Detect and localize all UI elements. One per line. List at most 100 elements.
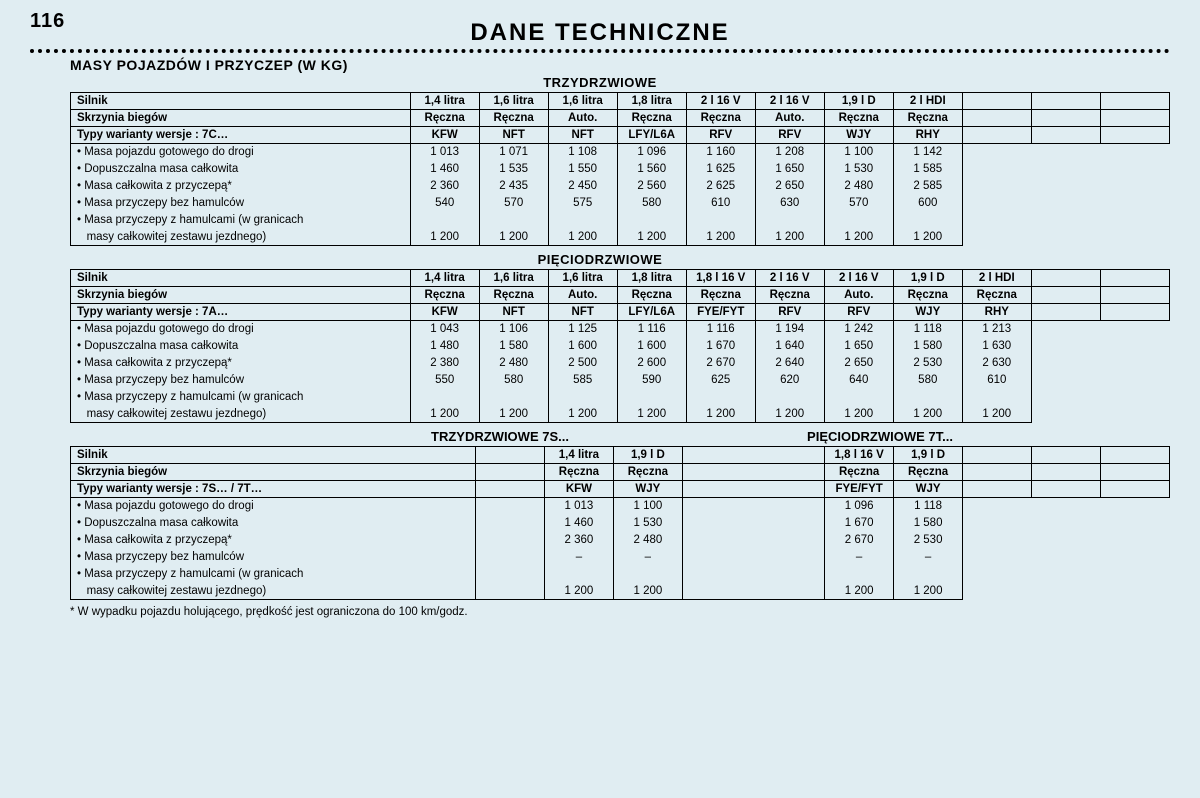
cell: 600 [893,195,962,212]
cell: WJY [894,481,963,498]
cell: 2 480 [479,355,548,372]
cell [963,532,1170,549]
cell: 1,8 litra [617,270,686,287]
cell: 1 208 [755,144,824,161]
row-engines: Silnik 1,4 litra1,6 litra1,6 litra1,8 li… [71,93,1170,110]
cell: RFV [755,127,824,144]
cell [1031,127,1100,144]
cell: 1 600 [548,338,617,355]
cell: 540 [410,195,479,212]
row-variant: Typy warianty wersje : 7A… KFWNFTNFTLFY/… [71,304,1170,321]
cell: Ręczna [613,464,682,481]
cell [1031,338,1169,355]
table-row: • Masa pojazdu gotowego do drogi1 0131 0… [71,144,1170,161]
cell [476,447,545,464]
cell [682,498,824,515]
cell: Ręczna [686,287,755,304]
cell: 1 106 [479,321,548,338]
cell [476,583,545,600]
cell [617,212,686,229]
cell: 2 630 [962,355,1031,372]
cell [548,389,617,406]
label-silnik: Silnik [71,270,411,287]
cell: RHY [962,304,1031,321]
cell [686,389,755,406]
cell: 630 [755,195,824,212]
cell: 570 [479,195,548,212]
rowlabel: • Masa przyczepy bez hamulców [71,372,411,389]
cell: NFT [479,304,548,321]
cell [962,229,1169,246]
cell [963,498,1170,515]
cell: 2 670 [686,355,755,372]
table-row: masy całkowitej zestawu jezdnego)1 2001 … [71,406,1170,423]
cell: 1 118 [894,498,963,515]
cell: 1 200 [893,406,962,423]
cell [682,464,824,481]
cell: LFY/L6A [617,304,686,321]
cell [1031,270,1100,287]
cell: 1 625 [686,161,755,178]
cell: 585 [548,372,617,389]
cell: 640 [824,372,893,389]
table-trzydrzwiowe: Silnik 1,4 litra1,6 litra1,6 litra1,8 li… [70,92,1170,246]
divider-dots [30,49,1170,53]
cell: LFY/L6A [617,127,686,144]
rowlabel: • Masa pojazdu gotowego do drogi [71,144,411,161]
cell [755,389,824,406]
cell: 2 530 [894,532,963,549]
cell [1100,447,1169,464]
cell: Auto. [548,287,617,304]
cell: 1,9 l D [824,93,893,110]
cell: 1 530 [613,515,682,532]
cell [476,481,545,498]
cell: 1 585 [893,161,962,178]
cell [893,389,962,406]
cell [1100,93,1169,110]
cell: 2 l HDI [962,270,1031,287]
cell: 1 200 [479,406,548,423]
cell: 2 435 [479,178,548,195]
cell: Ręczna [410,287,479,304]
cell: 2 560 [617,178,686,195]
cell: FYE/FYT [825,481,894,498]
cell: 1 200 [824,406,893,423]
cell: 2 l HDI [893,93,962,110]
table2-title: PIĘCIODRZWIOWE [30,252,1170,267]
cell: 1 200 [410,406,479,423]
cell [1031,304,1100,321]
cell [682,447,824,464]
cell: 2 480 [824,178,893,195]
cell: WJY [613,481,682,498]
cell: 1 200 [962,406,1031,423]
footnote: * W wypadku pojazdu holującego, prędkość… [70,606,1170,618]
cell: 1 600 [617,338,686,355]
row-gearbox: Skrzynia biegów RęcznaRęcznaRęcznaRęczna [71,464,1170,481]
table-row: • Dopuszczalna masa całkowita1 4601 5351… [71,161,1170,178]
cell [825,566,894,583]
cell: – [613,549,682,566]
cell: 1 200 [825,583,894,600]
cell [963,481,1032,498]
cell: 580 [479,372,548,389]
cell [963,515,1170,532]
cell: 580 [893,372,962,389]
cell: 1 480 [410,338,479,355]
table-row: masy całkowitej zestawu jezdnego)1 2001 … [71,583,1170,600]
cell [1100,304,1169,321]
cell [962,144,1169,161]
cell [1100,127,1169,144]
cell: Ręczna [410,110,479,127]
cell [1032,481,1101,498]
cell [476,566,545,583]
cell: 610 [962,372,1031,389]
cell: 1 071 [479,144,548,161]
cell: 1 200 [617,406,686,423]
label-typy: Typy warianty wersje : 7S… / 7T… [71,481,476,498]
cell [410,212,479,229]
rowlabel: masy całkowitej zestawu jezdnego) [71,229,411,246]
row-gearbox: Skrzynia biegów RęcznaRęcznaAuto.RęcznaR… [71,287,1170,304]
cell: 2 530 [893,355,962,372]
cell: 1 200 [824,229,893,246]
cell: 1 194 [755,321,824,338]
